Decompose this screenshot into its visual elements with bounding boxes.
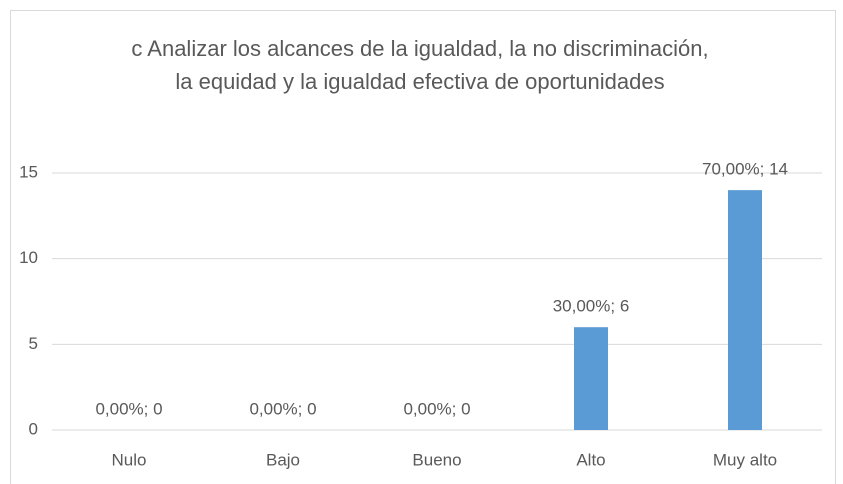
x-tick-label: Bajo — [266, 450, 300, 469]
chart-title: c Analizar los alcances de la igualdad, … — [131, 36, 709, 94]
x-tick-label: Nulo — [112, 450, 147, 469]
chart-border — [10, 10, 836, 484]
data-label: 0,00%; 0 — [95, 399, 162, 418]
data-label: 30,00%; 6 — [553, 297, 630, 316]
data-label: 0,00%; 0 — [249, 399, 316, 418]
x-tick-label: Muy alto — [713, 450, 777, 469]
y-tick-label: 0 — [29, 419, 38, 438]
y-tick-label: 5 — [29, 334, 38, 353]
bar — [728, 190, 762, 430]
y-tick-label: 15 — [19, 162, 38, 181]
x-tick-label: Alto — [576, 450, 605, 469]
data-label: 0,00%; 0 — [403, 399, 470, 418]
bar — [574, 327, 608, 430]
y-tick-label: 10 — [19, 248, 38, 267]
x-tick-label: Bueno — [412, 450, 461, 469]
data-label: 70,00%; 14 — [702, 160, 788, 179]
